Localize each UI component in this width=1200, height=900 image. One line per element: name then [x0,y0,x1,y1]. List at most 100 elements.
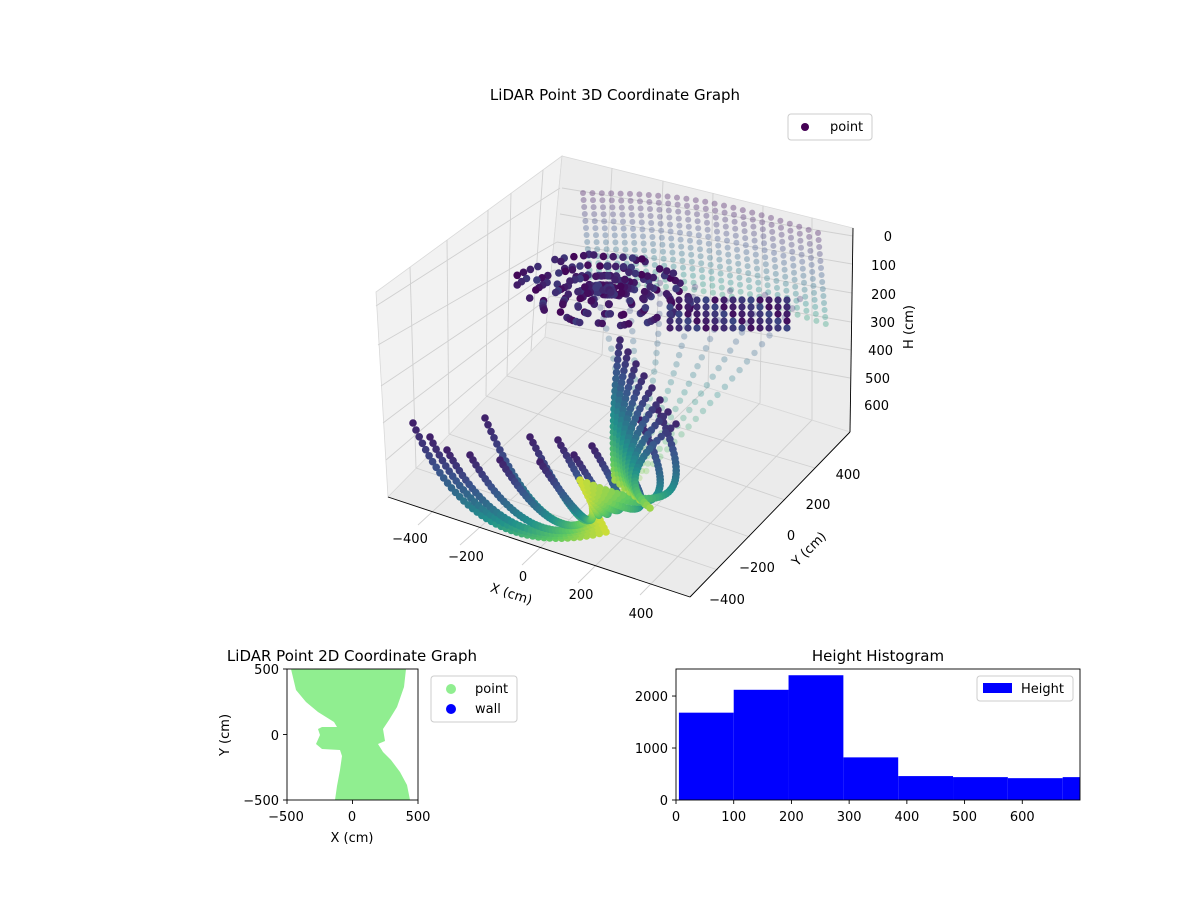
point-marker [666,296,674,304]
point-marker [607,488,616,496]
point-marker [619,263,628,271]
point-marker [650,248,657,254]
point-marker [685,223,692,230]
point-marker [688,251,695,258]
point-marker [778,231,785,238]
point-marker [629,328,636,335]
point-marker [664,387,672,395]
legend-marker-point [801,123,809,131]
point-marker [608,197,615,204]
point-marker [653,313,661,322]
point-marker [747,324,755,332]
point-marker [656,300,663,307]
point-marker [612,375,620,383]
point-marker [697,390,705,397]
point-marker [582,218,589,224]
point-marker [649,377,657,384]
point-marker [774,324,782,332]
point-marker [709,282,716,289]
point-marker [715,242,722,249]
point-marker [694,218,701,225]
point-marker [570,252,578,261]
point-marker [765,317,773,325]
point-marker [765,324,773,332]
point-marker [658,227,665,234]
point-marker [556,308,565,316]
point-marker [739,207,746,214]
point-marker [429,439,437,448]
x-axis-label: X (cm) [488,581,534,609]
point-marker [669,269,678,278]
point-marker [756,310,764,318]
point-marker [807,247,814,254]
point-marker [691,283,699,291]
point-marker [765,296,773,304]
point-marker [581,283,589,291]
point-marker [818,265,824,271]
point-marker [765,289,772,296]
point-marker [816,244,823,250]
point-marker [655,192,662,199]
point-marker [742,235,749,242]
point-marker [656,445,663,453]
point-marker [774,291,781,298]
y-axis-line [689,431,851,598]
point-marker [436,469,444,477]
point-marker [631,246,638,253]
point-marker [646,282,654,291]
point-marker [675,303,683,311]
point-marker [726,287,734,295]
point-marker [801,286,808,293]
point-marker [646,504,654,512]
point-marker [533,276,541,284]
point-marker [613,246,619,253]
point-marker [657,213,663,220]
point-marker [611,381,620,389]
point-marker [808,261,815,268]
point-marker [756,317,764,325]
point-marker [697,246,703,253]
point-marker [620,218,626,225]
point-marker [576,294,584,303]
point-marker [702,198,709,205]
point-marker [764,275,770,282]
point-marker [770,242,777,249]
point-marker [702,303,710,311]
point-marker [684,310,692,318]
point-marker [611,276,619,284]
point-marker [678,243,685,250]
point-marker [796,295,804,303]
point-marker [666,214,673,221]
point-marker [747,303,755,311]
point-marker [526,433,534,441]
point-marker [779,238,786,245]
point-marker [678,250,685,257]
point-marker [747,317,755,325]
point-marker [702,317,710,325]
point-marker [663,283,669,290]
point-marker [693,310,701,318]
point-marker [724,237,730,244]
point-marker [720,317,728,325]
point-marker [781,266,788,273]
point-marker [721,383,729,390]
point-marker [751,230,757,237]
point-marker [729,296,737,304]
point-marker [765,303,773,311]
point-marker [603,271,612,280]
x-tick-label: 0 [348,810,356,825]
point-marker [421,445,430,454]
point-marker [752,244,759,251]
point-marker [729,317,737,325]
point-marker [768,221,775,228]
point-marker [643,272,652,280]
point-marker [773,277,780,284]
point-marker [709,373,716,380]
point-marker [675,310,683,318]
point-marker [615,342,623,351]
point-marker [617,379,626,387]
point-marker [647,213,654,219]
point-marker [658,234,665,241]
point-marker [804,314,810,321]
histogram-bar [898,776,954,800]
